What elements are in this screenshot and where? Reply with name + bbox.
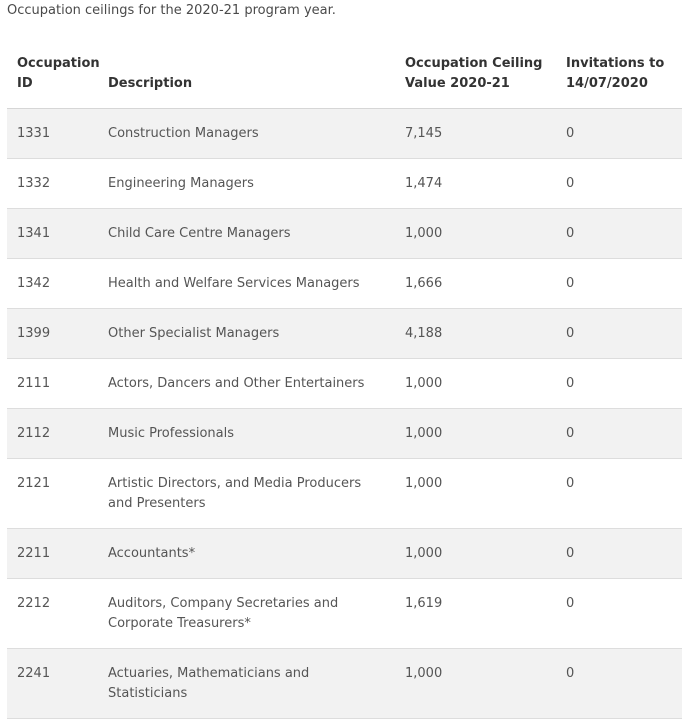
cell-invitations: 0 [556,458,682,529]
cell-occupation-id: 1399 [7,308,98,359]
cell-ceiling-value: 1,000 [395,208,556,259]
cell-description: Music Professionals [98,408,395,459]
cell-ceiling-value: 1,000 [395,648,556,719]
cell-occupation-id: 2241 [7,648,98,719]
cell-description: Auditors, Company Secretaries and Corpor… [98,578,395,649]
table-row: 2241 Actuaries, Mathematicians and Stati… [7,648,682,719]
cell-description: Actors, Dancers and Other Entertainers [98,358,395,409]
header-invitations: Invitations to 14/07/2020 [556,50,682,109]
table-row: 1399 Other Specialist Managers 4,188 0 [7,308,682,359]
cell-description: Engineering Managers [98,158,395,209]
cell-occupation-id: 1342 [7,258,98,309]
cell-description: Other Specialist Managers [98,308,395,359]
header-occupation-id: Occupation ID [7,50,100,109]
cell-occupation-id: 1331 [7,108,98,159]
header-ceiling-value: Occupation Ceiling Value 2020-21 [395,50,556,109]
table-header-row: Occupation ID Description Occupation Cei… [7,50,682,109]
table-row: 2211 Accountants* 1,000 0 [7,528,682,579]
cell-ceiling-value: 7,145 [395,108,556,159]
cell-occupation-id: 2212 [7,578,98,649]
cell-ceiling-value: 1,474 [395,158,556,209]
cell-description: Actuaries, Mathematicians and Statistici… [98,648,395,719]
cell-occupation-id: 2111 [7,358,98,409]
cell-invitations: 0 [556,158,682,209]
table-row: 2121 Artistic Directors, and Media Produ… [7,458,682,529]
header-description: Description [98,50,395,109]
cell-description: Child Care Centre Managers [98,208,395,259]
cell-description: Construction Managers [98,108,395,159]
occupation-ceilings-table: Occupation ID Description Occupation Cei… [7,50,682,719]
cell-description: Artistic Directors, and Media Producers … [98,458,395,529]
cell-occupation-id: 2211 [7,528,98,579]
cell-invitations: 0 [556,258,682,309]
cell-invitations: 0 [556,648,682,719]
page: Occupation ceilings for the 2020-21 prog… [7,3,682,719]
cell-description: Health and Welfare Services Managers [98,258,395,309]
cell-ceiling-value: 1,619 [395,578,556,649]
table-row: 2212 Auditors, Company Secretaries and C… [7,578,682,649]
table-row: 2112 Music Professionals 1,000 0 [7,408,682,459]
table-row: 1342 Health and Welfare Services Manager… [7,258,682,309]
table-row: 1331 Construction Managers 7,145 0 [7,108,682,159]
table-row: 2111 Actors, Dancers and Other Entertain… [7,358,682,409]
cell-ceiling-value: 1,000 [395,528,556,579]
cell-invitations: 0 [556,358,682,409]
cell-description: Accountants* [98,528,395,579]
cell-ceiling-value: 1,000 [395,408,556,459]
cell-ceiling-value: 1,000 [395,458,556,529]
cell-invitations: 0 [556,208,682,259]
cell-invitations: 0 [556,308,682,359]
cell-invitations: 0 [556,408,682,459]
cell-occupation-id: 1341 [7,208,98,259]
cell-occupation-id: 2112 [7,408,98,459]
cell-invitations: 0 [556,578,682,649]
table-row: 1332 Engineering Managers 1,474 0 [7,158,682,209]
cell-occupation-id: 2121 [7,458,98,529]
cell-invitations: 0 [556,108,682,159]
cell-ceiling-value: 1,000 [395,358,556,409]
intro-text: Occupation ceilings for the 2020-21 prog… [7,3,336,18]
cell-ceiling-value: 1,666 [395,258,556,309]
cell-invitations: 0 [556,528,682,579]
cell-ceiling-value: 4,188 [395,308,556,359]
table-row: 1341 Child Care Centre Managers 1,000 0 [7,208,682,259]
cell-occupation-id: 1332 [7,158,98,209]
